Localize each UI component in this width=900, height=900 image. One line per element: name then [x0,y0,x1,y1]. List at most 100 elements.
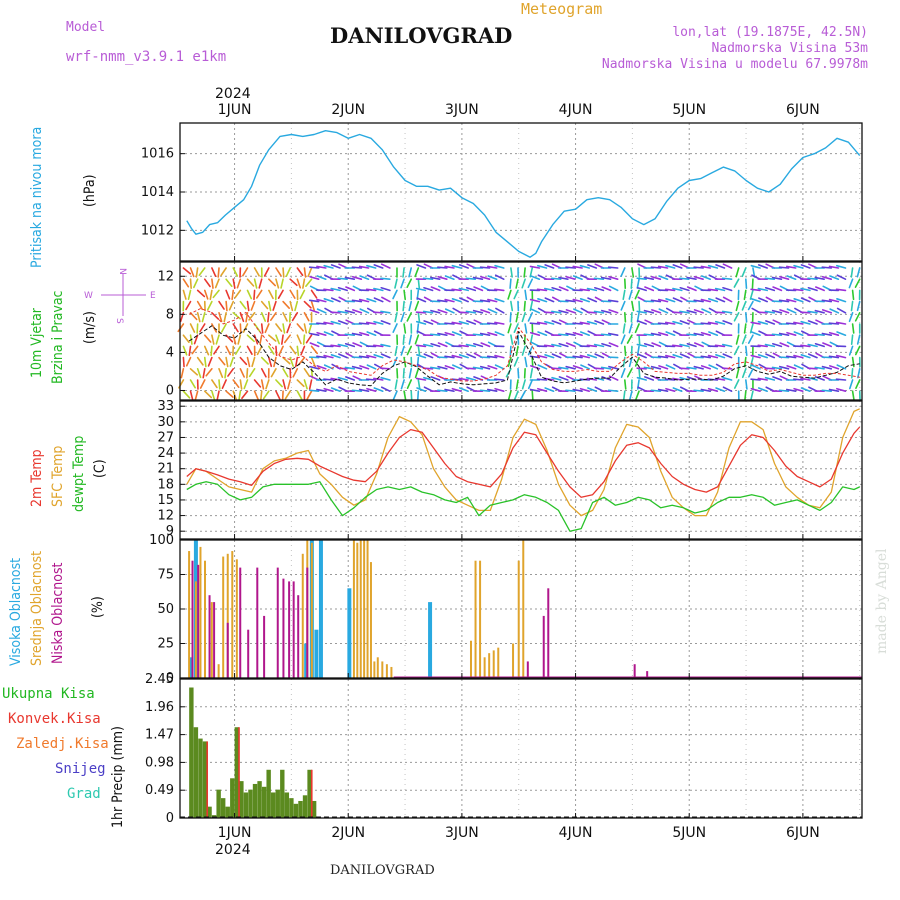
wind-arrow [544,264,555,269]
y-tick-label: 9 [166,524,174,539]
wind-arrow [437,332,448,337]
wind-arrow [580,364,591,370]
wind-arrow [807,286,818,292]
wind-arrow [793,288,804,292]
wind-arrow [480,275,491,281]
wind-arrow [628,356,633,368]
wind-arrow [437,299,448,303]
wind-arrow [537,298,548,303]
wind-arrow [423,286,434,292]
wind-arrow [529,367,534,379]
wind-arrow [700,355,712,359]
wind-arrow [211,379,218,389]
wind-arrow [786,275,797,281]
low-cloud-bar [646,671,649,678]
wind-arrow [307,267,313,278]
wind-arrow [211,334,215,345]
wind-arrow [807,277,818,281]
mid-cloud-bar [199,546,202,678]
wind-arrow [416,387,427,393]
wind-arrow [234,345,242,355]
wind-arrow [243,379,249,390]
wind-arrow [745,311,748,323]
wind-arrow [302,278,306,289]
wind-arrow [316,331,327,337]
year-bottom: 2024 [215,842,251,858]
wind-arrow [417,345,421,357]
wind-arrow [537,387,548,393]
wind-arrow [807,367,818,370]
wind-arrow [472,276,484,281]
wind-arrow [672,320,683,325]
wind-arrow [246,367,249,379]
wind-arrow [308,379,313,390]
wind-arrow [296,390,303,400]
wind-arrow [415,311,427,314]
wind-arrow [366,331,377,337]
wind-arrow [256,289,263,299]
wind-arrow [225,300,228,312]
wind-arrow [527,345,534,356]
wind-arrow [786,308,797,314]
wind-arrow [679,277,690,281]
wind-arrow [622,390,626,401]
wind-arrow [296,334,302,345]
wind-arrow [558,309,569,314]
wind-arrow [232,267,239,277]
wind-arrow [693,299,704,303]
wind-arrow [359,275,370,281]
wind-arrow [458,387,469,393]
wind-arrow [672,344,683,348]
wind-arrow [373,287,384,292]
wind-arrow [246,356,251,368]
wind-arrow [416,264,427,269]
wind-arrow [601,309,612,314]
wind-arrow [735,334,740,345]
wind-arrow [745,278,748,289]
mid-cloud-bar [369,562,372,678]
wind-arrow [608,275,619,281]
wind-arrow [444,298,455,303]
wind-arrow [182,345,188,356]
wind-arrow [607,299,619,303]
wind-arrow [793,354,804,359]
wind-arrow [223,311,227,323]
panel-frame [179,261,863,401]
wind-arrow [722,386,733,393]
wind-arrow [238,390,242,401]
wind-arrow [225,356,229,368]
wind-arrow [741,300,747,311]
wind-arrow [495,307,505,314]
wind-arrow [572,331,583,337]
wind-arrow [531,390,534,401]
wind-arrow [275,334,280,345]
wind-arrow [330,354,341,359]
wind-arrow [211,278,214,289]
wind-arrow [537,331,548,337]
wind-arrow [211,390,216,401]
wind-arrow [643,276,655,281]
wind-arrow [579,387,591,393]
wind-arrow [757,264,768,269]
wind-arrow [303,300,312,309]
wind-arrow [196,300,204,311]
wind-arrow [185,356,192,367]
total-precip-bar [198,738,203,818]
wind-arrow [380,263,391,269]
wind-arrow [323,321,334,325]
wind-arrow [636,310,647,314]
wind-arrow [851,390,855,401]
wind-arrow [722,286,733,292]
wind-arrow [579,321,591,325]
wind-arrow [444,355,455,359]
wind-arrow [529,331,541,337]
wind-arrow [821,309,833,314]
wind-arrow [259,390,263,401]
wind-arrow [473,286,484,292]
wind-arrow [479,266,491,269]
wind-arrow [268,334,277,342]
wind-arrow [182,289,187,300]
wind-arrow [650,365,662,370]
mid-cloud-bar [222,556,225,678]
wind-arrow [700,298,712,303]
